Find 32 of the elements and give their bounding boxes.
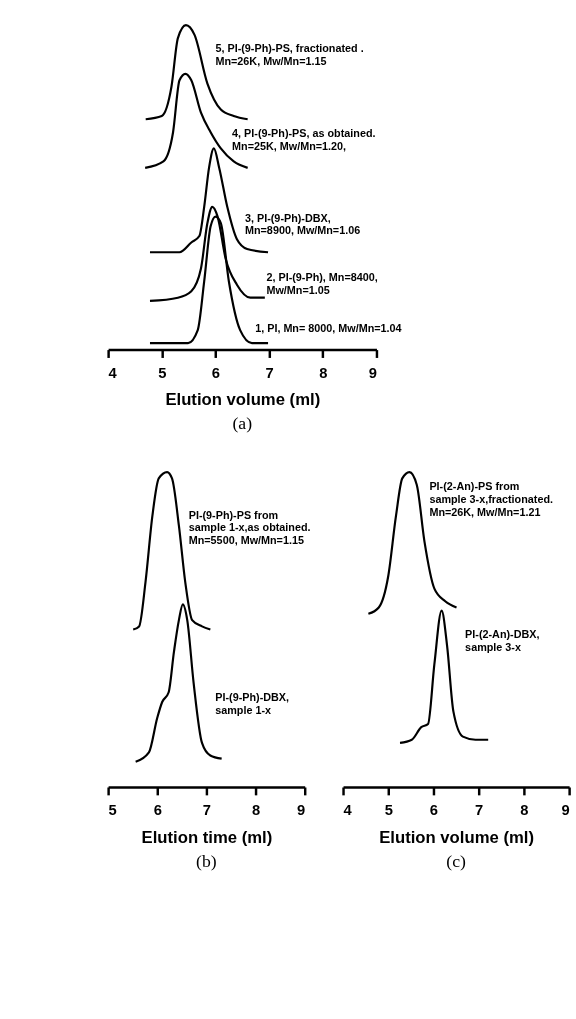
x-tick-label: 4 bbox=[343, 802, 353, 819]
x-tick-label: 7 bbox=[475, 802, 484, 819]
x-tick-label: 5 bbox=[108, 802, 117, 819]
x-tick-label: 7 bbox=[202, 802, 212, 819]
x-tick-label: 5 bbox=[384, 802, 393, 819]
x-tick-label: 8 bbox=[520, 802, 529, 819]
series-label: PI-(2-An)-PS from sample 3-x,fractionated. Mn=26K, Mw/Mn=1.21 bbox=[429, 480, 554, 518]
text: (b) bbox=[196, 850, 217, 871]
x-tick-label: 9 bbox=[297, 802, 306, 819]
series-label: PI-(2-An)-DBX, sample 3-x bbox=[465, 628, 540, 654]
x-tick-label: 6 bbox=[429, 802, 439, 819]
x-tick-label: 8 bbox=[251, 802, 261, 819]
series-label: PI-(9-Ph)-PS from sample 1-x,as obtained. Mn=5500, Mw/Mn=1.15 bbox=[188, 508, 311, 547]
x-tick-label: 9 bbox=[561, 802, 570, 819]
x-tick-label: 6 bbox=[211, 364, 221, 381]
series-label: 3, PI-(9-Ph)-DBX, Mn=8900, Mw/Mn=1.06 bbox=[244, 211, 361, 237]
text: (a) bbox=[232, 413, 253, 434]
x-tick-label: 9 bbox=[368, 364, 377, 381]
x-tick-label: 8 bbox=[319, 364, 328, 381]
x-axis-title: Elution volume (ml) bbox=[379, 827, 534, 847]
text: (c) bbox=[446, 850, 466, 871]
x-axis-title: Elution time (ml) bbox=[141, 827, 273, 847]
x-tick-label: 5 bbox=[158, 364, 167, 381]
series-label: 2, PI-(9-Ph), Mn=8400, Mw/Mn=1.05 bbox=[266, 270, 378, 296]
x-tick-label: 4 bbox=[108, 364, 118, 381]
series-label: 5, PI-(9-Ph)-PS, fractionated . Mn=26K, Mw/Mn=1.15 bbox=[215, 41, 364, 67]
x-tick-label: 6 bbox=[153, 802, 162, 819]
series-label: PI-(9-Ph)-DBX, sample 1-x bbox=[215, 691, 290, 717]
series-label: 1, PI, Mn= 8000, Mw/Mn=1.04 bbox=[255, 321, 402, 334]
series-label: 4, PI-(9-Ph)-PS, as obtained. Mn=25K, Mw/Mn=1.20, bbox=[232, 126, 376, 152]
x-axis-title: Elution volume (ml) bbox=[165, 390, 321, 410]
x-tick-label: 7 bbox=[265, 364, 274, 381]
